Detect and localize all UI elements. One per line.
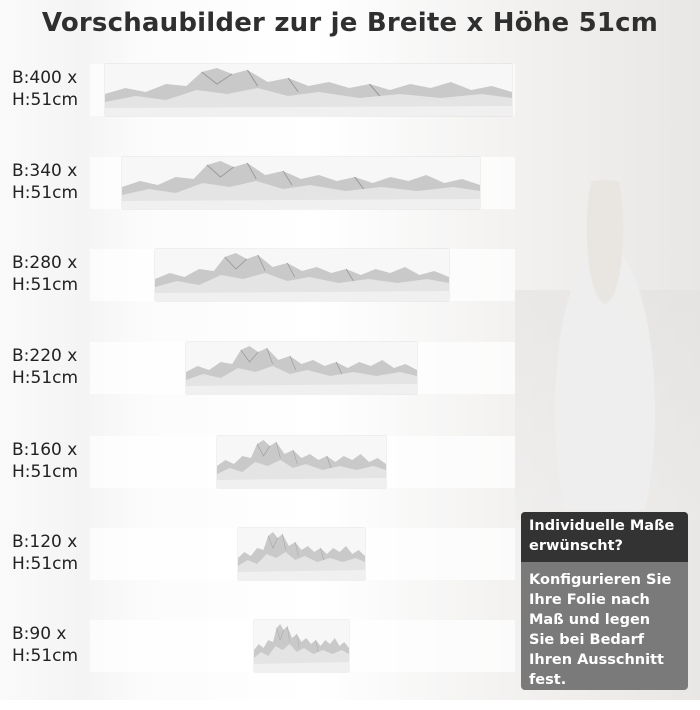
width-label: B:280 x: [12, 253, 78, 273]
size-label: B:160 x H:51cm: [12, 439, 78, 483]
width-label: B:220 x: [12, 346, 78, 366]
preview-row: B:120 x H:51cm: [0, 528, 700, 618]
height-label: H:51cm: [12, 646, 79, 666]
info-body: Konfigurieren Sie Ihre Folie nach Maß un…: [529, 572, 672, 688]
mountain-preview-image: [217, 436, 386, 488]
mountain-preview-image: [105, 64, 512, 116]
preview-row: B:280 x H:51cm: [0, 249, 700, 339]
preview-row: B:400 x H:51cm: [0, 64, 700, 154]
width-label: B:160 x: [12, 440, 78, 460]
height-label: H:51cm: [12, 554, 79, 574]
preview-row: B:220 x H:51cm: [0, 342, 700, 432]
height-label: H:51cm: [12, 275, 79, 295]
height-label: H:51cm: [12, 462, 79, 482]
height-label: H:51cm: [12, 368, 79, 388]
background-person: [535, 180, 675, 510]
preview-row: B:90 x H:51cm: [0, 620, 700, 710]
width-label: B:90 x: [12, 624, 67, 644]
height-label: H:51cm: [12, 183, 79, 203]
mountain-preview-image: [238, 528, 365, 580]
width-label: B:400 x: [12, 68, 78, 88]
info-heading: Individuelle Maße erwünscht?: [521, 512, 688, 562]
size-label: B:280 x H:51cm: [12, 252, 78, 296]
size-label: B:220 x H:51cm: [12, 345, 78, 389]
size-label: B:120 x H:51cm: [12, 531, 78, 575]
preview-row: B:340 x H:51cm: [0, 157, 700, 247]
custom-size-info-box: Individuelle Maße erwünscht? Konfigurier…: [521, 512, 688, 690]
size-label: B:90 x H:51cm: [12, 623, 78, 667]
size-label: B:340 x H:51cm: [12, 160, 78, 204]
size-label: B:400 x H:51cm: [12, 67, 78, 111]
page-title: Vorschaubilder zur je Breite x Höhe 51cm: [41, 8, 659, 38]
height-label: H:51cm: [12, 90, 79, 110]
mountain-preview-image: [155, 249, 449, 301]
width-label: B:340 x: [12, 161, 78, 181]
preview-row: B:160 x H:51cm: [0, 436, 700, 526]
mountain-preview-image: [122, 157, 480, 209]
mountain-preview-image: [254, 620, 349, 672]
width-label: B:120 x: [12, 532, 78, 552]
mountain-preview-image: [186, 342, 417, 394]
